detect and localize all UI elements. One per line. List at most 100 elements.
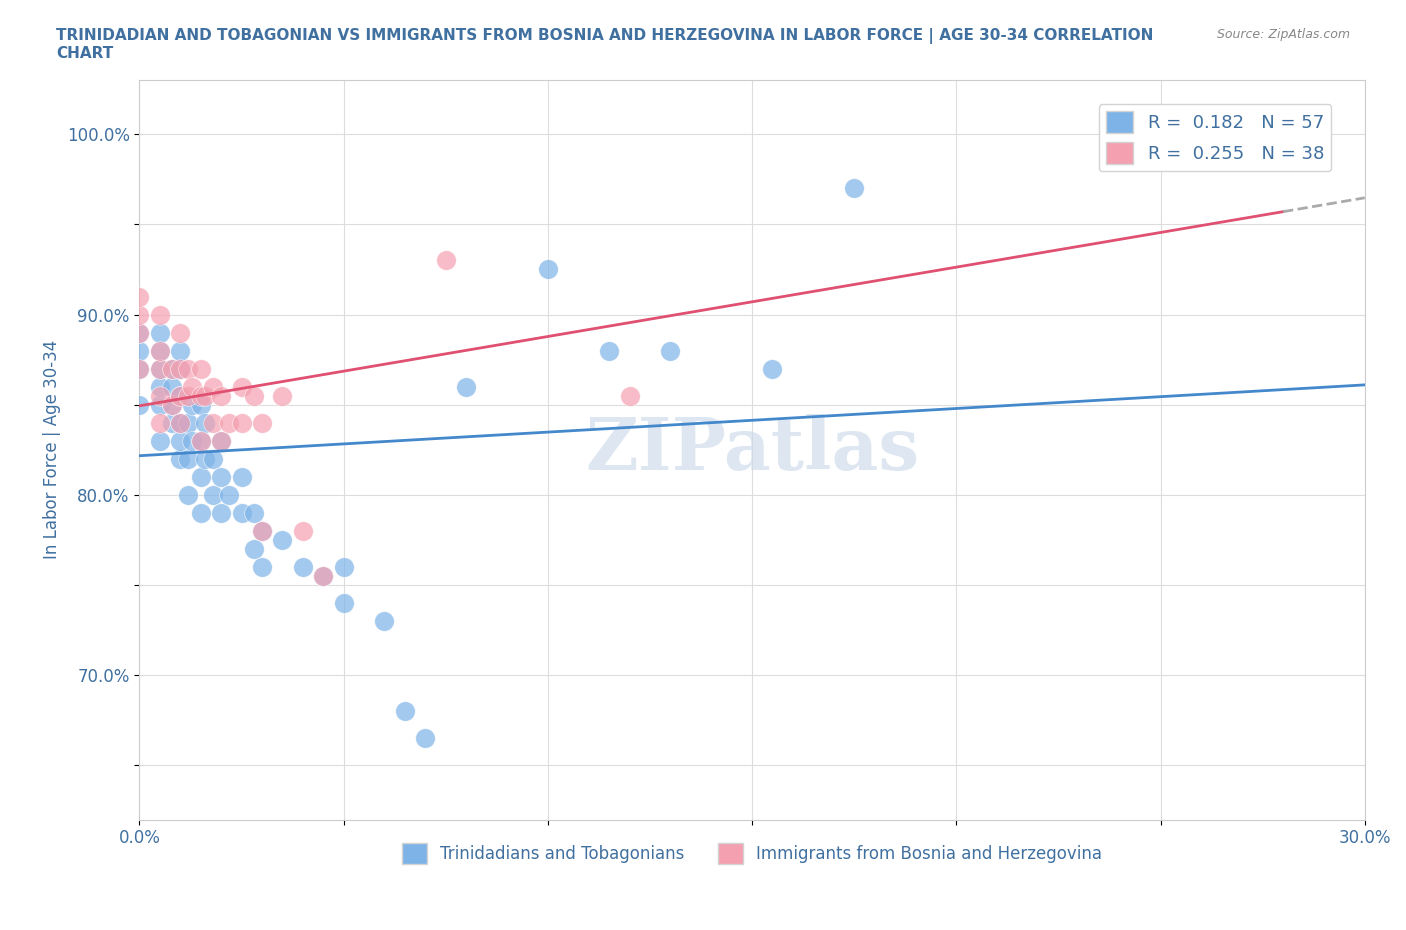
Point — [128, 343, 150, 358]
Point — [160, 361, 183, 376]
Point — [218, 416, 240, 431]
Point — [160, 416, 183, 431]
Point — [434, 253, 457, 268]
Point — [194, 451, 217, 466]
Point — [149, 397, 172, 412]
Point — [231, 416, 253, 431]
Point — [190, 433, 212, 448]
Point — [190, 361, 212, 376]
Point — [190, 470, 212, 485]
Point — [413, 731, 436, 746]
Point — [149, 389, 172, 404]
Point — [128, 361, 150, 376]
Point — [250, 560, 273, 575]
Point — [149, 361, 172, 376]
Point — [537, 262, 560, 277]
Point — [160, 397, 183, 412]
Legend: Trinidadians and Tobagonians, Immigrants from Bosnia and Herzegovina: Trinidadians and Tobagonians, Immigrants… — [395, 837, 1109, 870]
Point — [169, 389, 191, 404]
Point — [332, 560, 354, 575]
Point — [160, 397, 183, 412]
Point — [177, 416, 200, 431]
Point — [194, 389, 217, 404]
Point — [209, 389, 232, 404]
Point — [177, 389, 200, 404]
Point — [169, 343, 191, 358]
Point — [190, 433, 212, 448]
Point — [209, 506, 232, 521]
Point — [177, 487, 200, 502]
Point — [169, 451, 191, 466]
Point — [181, 433, 204, 448]
Text: Source: ZipAtlas.com: Source: ZipAtlas.com — [1216, 28, 1350, 41]
Point — [169, 416, 191, 431]
Point — [177, 361, 200, 376]
Point — [231, 470, 253, 485]
Point — [250, 524, 273, 538]
Point — [169, 326, 191, 340]
Point — [242, 506, 264, 521]
Point — [128, 289, 150, 304]
Y-axis label: In Labor Force | Age 30-34: In Labor Force | Age 30-34 — [44, 340, 60, 560]
Point — [844, 180, 866, 195]
Point — [218, 487, 240, 502]
Point — [177, 451, 200, 466]
Point — [169, 433, 191, 448]
Point — [169, 361, 191, 376]
Point — [456, 379, 478, 394]
Point — [149, 307, 172, 322]
Point — [250, 524, 273, 538]
Point — [332, 596, 354, 611]
Point — [128, 361, 150, 376]
Point — [209, 433, 232, 448]
Point — [242, 541, 264, 556]
Point — [373, 614, 395, 629]
Point — [190, 506, 212, 521]
Point — [231, 379, 253, 394]
Point — [190, 397, 212, 412]
Point — [149, 343, 172, 358]
Point — [201, 379, 224, 394]
Point — [250, 416, 273, 431]
Point — [149, 361, 172, 376]
Point — [271, 389, 294, 404]
Point — [312, 568, 335, 583]
Point — [201, 416, 224, 431]
Point — [231, 506, 253, 521]
Point — [181, 379, 204, 394]
Point — [128, 307, 150, 322]
Point — [149, 416, 172, 431]
Point — [169, 416, 191, 431]
Point — [128, 326, 150, 340]
Point — [149, 433, 172, 448]
Point — [209, 433, 232, 448]
Point — [209, 470, 232, 485]
Point — [149, 326, 172, 340]
Point — [201, 451, 224, 466]
Point — [312, 568, 335, 583]
Point — [149, 343, 172, 358]
Point — [291, 524, 314, 538]
Point — [271, 533, 294, 548]
Point — [160, 361, 183, 376]
Point — [659, 343, 682, 358]
Point — [619, 389, 641, 404]
Point — [160, 379, 183, 394]
Point — [598, 343, 620, 358]
Point — [761, 361, 783, 376]
Point — [242, 389, 264, 404]
Point — [149, 379, 172, 394]
Point — [194, 416, 217, 431]
Point — [1272, 118, 1295, 133]
Point — [291, 560, 314, 575]
Point — [169, 389, 191, 404]
Point — [190, 389, 212, 404]
Point — [128, 326, 150, 340]
Text: ZIPatlas: ZIPatlas — [585, 415, 920, 485]
Point — [181, 397, 204, 412]
Point — [394, 704, 416, 719]
Point — [169, 361, 191, 376]
Text: TRINIDADIAN AND TOBAGONIAN VS IMMIGRANTS FROM BOSNIA AND HERZEGOVINA IN LABOR FO: TRINIDADIAN AND TOBAGONIAN VS IMMIGRANTS… — [56, 28, 1153, 61]
Point — [128, 397, 150, 412]
Point — [201, 487, 224, 502]
